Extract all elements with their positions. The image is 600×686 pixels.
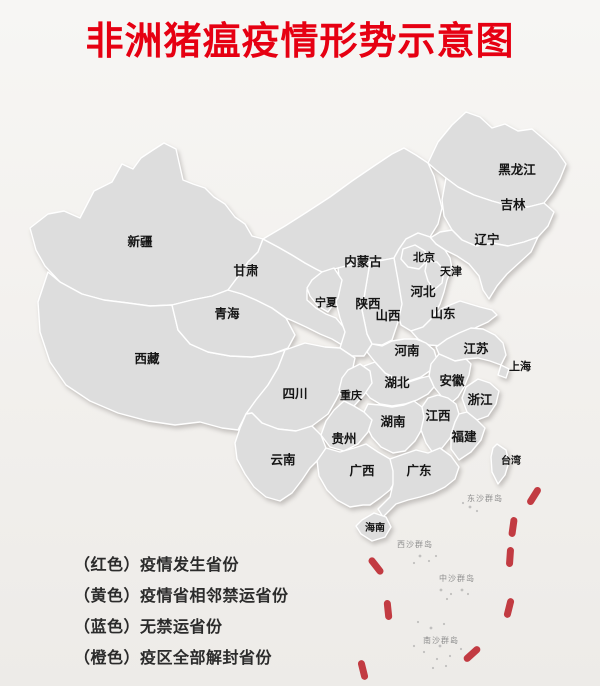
- legend-item-red: （红色）疫情发生省份: [74, 557, 240, 574]
- province-label-taiwan: 台湾: [501, 454, 521, 467]
- province-guangdong: [377, 447, 460, 518]
- legend-item-yellow: （黄色）疫情省相邻禁运省份: [74, 588, 289, 605]
- province-label-heilongjiang: 黑龙江: [498, 162, 536, 177]
- province-chongqing: [338, 363, 373, 407]
- province-label-neimenggu: 内蒙古: [344, 254, 382, 269]
- province-label-gansu: 甘肃: [233, 263, 259, 278]
- province-guizhou: [320, 400, 373, 452]
- legend-item-blue: （蓝色）无禁运省份: [74, 619, 223, 636]
- province-label-jiangxi: 江西: [425, 408, 450, 423]
- island-label-dongsha: 东沙群岛: [467, 493, 503, 503]
- nine-dash-segment: [508, 517, 518, 537]
- province-label-xinjiang: 新疆: [127, 234, 153, 249]
- province-label-fujian: 福建: [450, 429, 477, 444]
- province-xinjiang: [29, 142, 264, 307]
- nine-dash-segment: [527, 486, 541, 506]
- nine-dash-segment: [383, 600, 393, 620]
- province-hubei: [357, 361, 435, 407]
- province-label-hunan: 湖南: [380, 414, 406, 429]
- province-hainan: [355, 512, 392, 542]
- province-taiwan: [490, 443, 510, 485]
- nine-dash-segment: [506, 547, 514, 567]
- province-zhejiang: [461, 378, 500, 421]
- legend-item-orange: （橙色）疫区全部解封省份: [74, 650, 273, 667]
- province-label-hubei: 湖北: [384, 375, 410, 390]
- province-label-tianjin: 天津: [440, 264, 462, 278]
- province-label-shaanxi: 陕西: [355, 296, 380, 311]
- province-label-shandong: 山东: [430, 306, 456, 321]
- province-labels: 新疆 西藏 青海 甘肃 内蒙古 黑龙江 吉林 辽宁 河北 北京 天津 山西 山东…: [127, 162, 536, 534]
- nine-dash-segment: [357, 660, 369, 680]
- province-label-chongqing: 重庆: [340, 388, 362, 402]
- province-label-sichuan: 四川: [282, 387, 307, 401]
- province-fujian: [450, 411, 486, 461]
- province-label-hainan: 海南: [365, 521, 385, 534]
- province-label-zhejiang: 浙江: [467, 392, 493, 407]
- province-guangxi: [316, 443, 398, 508]
- legend: （红色）疫情发生省份 （黄色）疫情省相邻禁运省份 （蓝色）无禁运省份 （橙色）疫…: [74, 556, 289, 680]
- province-label-liaoning: 辽宁: [474, 232, 499, 247]
- nine-dash-segment: [368, 557, 384, 575]
- province-label-jiangsu: 江苏: [463, 341, 489, 356]
- island-label-nansha: 南沙群岛: [423, 635, 459, 645]
- province-label-guizhou: 贵州: [331, 431, 356, 446]
- province-label-anhui: 安徽: [439, 373, 465, 388]
- province-shanghai: [497, 364, 510, 379]
- province-label-yunnan: 云南: [270, 452, 296, 467]
- province-ningxia: [306, 267, 343, 313]
- south-china-sea: 东沙群岛 西沙群岛 中沙群岛 南沙群岛: [357, 486, 541, 680]
- province-shapes: [29, 111, 567, 542]
- province-label-shanxi: 山西: [375, 308, 400, 323]
- province-liaoning: [429, 229, 539, 300]
- province-shaanxi: [335, 261, 373, 357]
- province-label-jilin: 吉林: [500, 197, 526, 212]
- province-yunnan: [234, 412, 327, 502]
- islet-marks: [412, 501, 479, 670]
- province-label-ningxia: 宁夏: [315, 295, 338, 309]
- province-label-shanghai: 上海: [509, 359, 531, 373]
- nine-dash-segment: [463, 646, 481, 662]
- province-label-guangdong: 广东: [406, 463, 432, 478]
- province-label-beijing: 北京: [413, 250, 435, 264]
- nine-dash-segment: [503, 598, 515, 618]
- island-label-xisha: 西沙群岛: [397, 539, 433, 549]
- province-tianjin: [424, 260, 445, 291]
- province-label-qinghai: 青海: [214, 306, 240, 321]
- island-label-zhongsha: 中沙群岛: [439, 573, 475, 583]
- province-label-henan: 河南: [394, 343, 420, 358]
- province-label-hebei: 河北: [410, 284, 436, 299]
- page-title: 非洲猪瘟疫情形势示意图: [85, 21, 515, 63]
- province-beijing: [400, 244, 428, 270]
- province-label-xizang: 西藏: [134, 351, 160, 366]
- province-label-guangxi: 广西: [349, 463, 374, 478]
- nine-dash-line: [357, 486, 541, 680]
